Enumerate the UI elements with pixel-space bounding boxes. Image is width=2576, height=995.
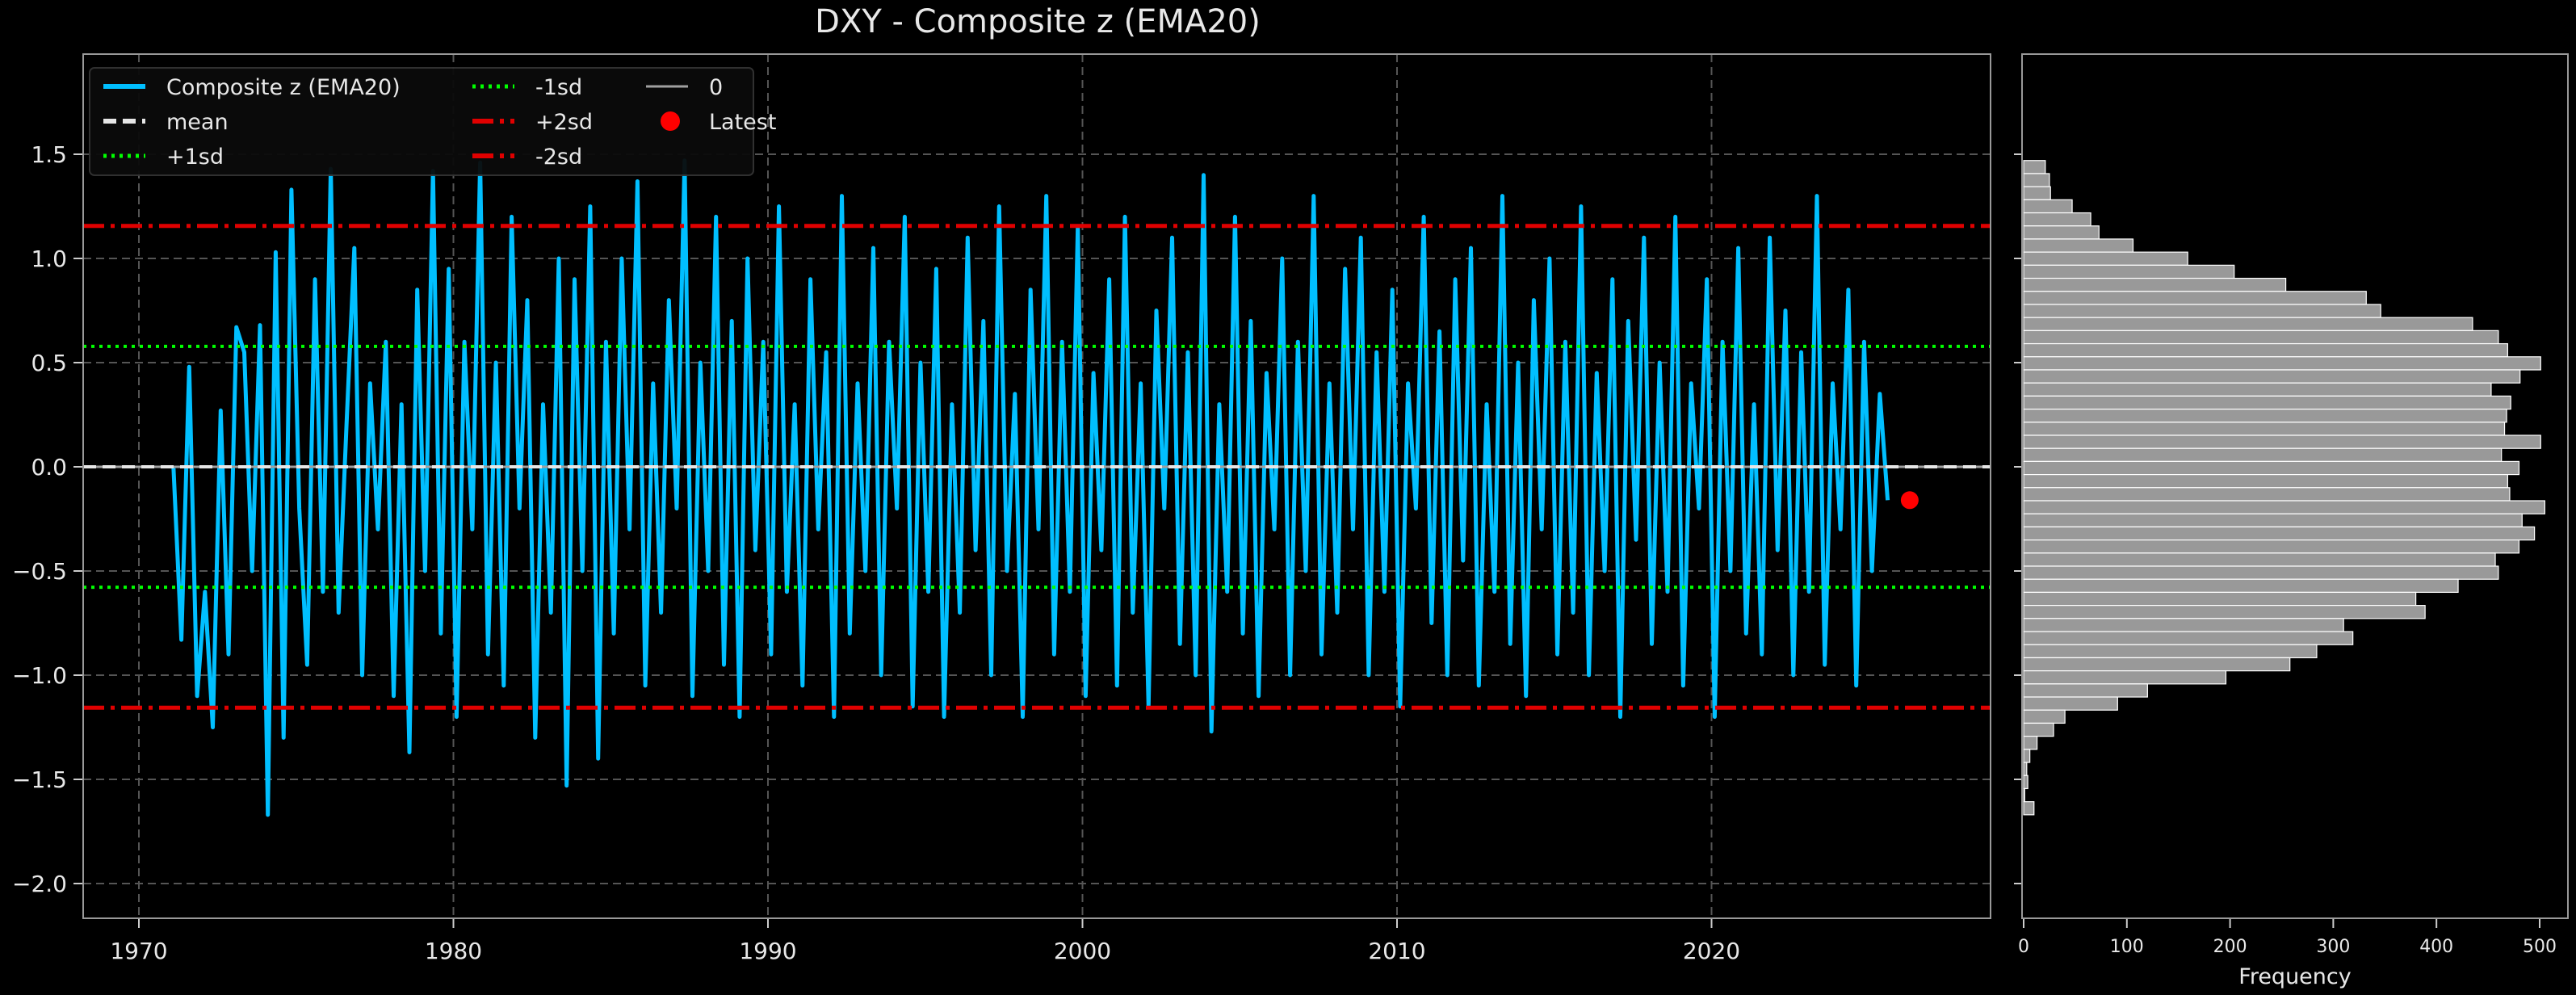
histogram-bar xyxy=(2023,539,2520,554)
histogram-bar xyxy=(2023,199,2073,214)
histogram-bar xyxy=(2023,500,2545,514)
histogram-bar xyxy=(2023,618,2344,632)
histogram-bar xyxy=(2023,304,2381,318)
histogram-bar xyxy=(2023,264,2235,279)
histogram-bar xyxy=(2023,775,2028,790)
histogram-bar xyxy=(2023,696,2118,711)
legend-label: -2sd xyxy=(535,145,582,170)
histogram-bar xyxy=(2023,291,2367,305)
histogram-bar xyxy=(2023,317,2473,331)
histogram-bar xyxy=(2023,683,2148,698)
x-tick-label: 2010 xyxy=(1368,938,1425,964)
histogram-x-tick-label: 200 xyxy=(2213,937,2247,957)
histogram-bar xyxy=(2023,277,2287,292)
histogram-frame xyxy=(2021,53,2569,919)
y-tick-label: 1.0 xyxy=(31,246,67,272)
y-tick-label: −2.0 xyxy=(12,871,67,897)
y-tick-label: −1.0 xyxy=(12,662,67,689)
y-tick-label: 0.5 xyxy=(31,350,67,376)
x-tick-label: 1990 xyxy=(739,938,796,964)
histogram-bar xyxy=(2023,591,2417,607)
histogram-bar xyxy=(2023,513,2523,528)
histogram-bar xyxy=(2023,605,2426,619)
histogram-bar xyxy=(2023,382,2492,397)
series-line xyxy=(171,158,1890,817)
histogram-bar xyxy=(2023,212,2091,227)
legend-box xyxy=(89,67,754,176)
x-tick-label: 1980 xyxy=(425,938,482,964)
histogram-x-tick-label: 500 xyxy=(2523,937,2557,957)
histogram-bar xyxy=(2023,709,2066,724)
x-tick-label: 1970 xyxy=(110,938,167,964)
histogram-bar xyxy=(2023,487,2511,502)
legend-label: Composite z (EMA20) xyxy=(166,75,401,100)
histogram-bar xyxy=(2023,369,2521,384)
histogram-bar xyxy=(2023,186,2051,200)
histogram-bar xyxy=(2023,736,2038,750)
histogram-plot: 0 100 200 300 400 500 xyxy=(2014,53,2569,957)
histogram-bar xyxy=(2023,473,2508,489)
histogram-bar xyxy=(2023,552,2496,567)
histogram-bar xyxy=(2023,342,2508,358)
histogram-bar xyxy=(2023,670,2227,685)
histogram-bar xyxy=(2023,173,2050,187)
legend-label: +2sd xyxy=(535,110,593,135)
legend-marker-latest xyxy=(661,111,680,131)
histogram-bar xyxy=(2023,408,2507,423)
y-tick-label: −0.5 xyxy=(12,558,67,585)
legend-label: mean xyxy=(166,110,229,135)
y-tick-label: −1.5 xyxy=(12,766,67,793)
y-tick-label: 1.5 xyxy=(31,141,67,168)
histogram-x-tick-label: 300 xyxy=(2316,937,2350,957)
histogram-x-label: Frequency xyxy=(2238,964,2352,989)
histogram-bar xyxy=(2023,565,2499,580)
x-tick-label: 2000 xyxy=(1054,938,1111,964)
histogram-bar xyxy=(2023,251,2188,266)
histogram-bar xyxy=(2023,160,2046,174)
chart-title: DXY - Composite z (EMA20) xyxy=(815,3,1261,40)
main-plot: 1970 1980 1990 2000 2010 2020 −2.0 −1.5 −1.0 −0.5… xyxy=(12,53,1991,964)
histogram-bar xyxy=(2023,238,2134,253)
histogram-bar xyxy=(2023,330,2499,345)
histogram-bar xyxy=(2023,578,2459,594)
y-tick-label: 0.0 xyxy=(31,454,67,481)
histogram-bar xyxy=(2023,762,2028,776)
histogram-bar xyxy=(2023,644,2318,659)
histogram-bar xyxy=(2023,422,2506,436)
histogram-bar xyxy=(2023,749,2031,763)
histogram-bar xyxy=(2023,526,2536,541)
histogram-x-tick-label: 0 xyxy=(2018,937,2029,957)
histogram-x-tick-label: 400 xyxy=(2419,937,2453,957)
histogram-bar xyxy=(2023,395,2511,410)
histogram-bar xyxy=(2023,722,2054,737)
histogram-bar xyxy=(2023,801,2035,816)
histogram-bar xyxy=(2023,447,2503,462)
histogram-bar xyxy=(2023,356,2541,371)
x-tick-label: 2020 xyxy=(1683,938,1740,964)
latest-point xyxy=(1900,491,1919,510)
legend-label: +1sd xyxy=(166,145,224,170)
histogram-bar xyxy=(2023,460,2520,476)
histogram-x-tick-label: 100 xyxy=(2110,937,2144,957)
histogram-bar xyxy=(2023,657,2291,672)
legend-label: -1sd xyxy=(535,75,582,100)
histogram-bar xyxy=(2023,631,2354,645)
legend-label: Latest xyxy=(709,110,776,135)
histogram-bar xyxy=(2023,225,2100,240)
legend: Composite z (EMA20) mean +1sd -1sd +2sd -2sd 0… xyxy=(89,67,776,176)
main-plot-frame xyxy=(82,53,1991,919)
histogram-bar xyxy=(2023,435,2541,449)
legend-label: 0 xyxy=(709,75,723,100)
